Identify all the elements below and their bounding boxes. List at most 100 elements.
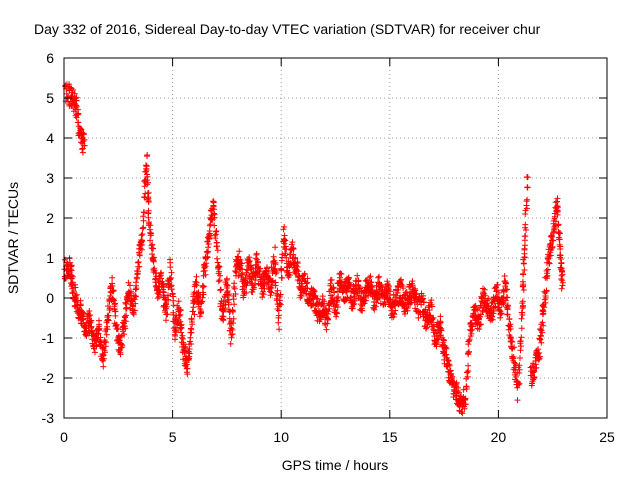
data-point [206, 236, 213, 242]
data-point [240, 294, 247, 301]
data-point [303, 288, 310, 295]
data-point [145, 189, 152, 196]
data-point [216, 268, 223, 275]
data-point [464, 369, 470, 376]
data-point [515, 381, 522, 388]
data-point [150, 254, 157, 261]
data-point [520, 287, 527, 293]
data-point [551, 224, 558, 231]
data-point [92, 349, 98, 356]
data-point [139, 231, 146, 238]
data-point [117, 334, 124, 340]
data-point [210, 198, 217, 205]
data-point [193, 273, 200, 280]
data-point [321, 298, 328, 305]
data-point [429, 303, 435, 310]
data-point [200, 268, 207, 275]
data-point [477, 311, 484, 318]
data-point [495, 289, 502, 296]
data-point [88, 317, 95, 324]
data-point [217, 286, 224, 293]
data-point [226, 291, 232, 298]
data-point [250, 284, 257, 291]
data-point [464, 350, 471, 357]
data-point [286, 272, 293, 279]
data-point [100, 363, 107, 370]
y-tick-label: 6 [46, 50, 54, 66]
data-point [462, 401, 469, 408]
data-point [481, 286, 488, 293]
data-point [177, 325, 184, 332]
data-point [214, 255, 221, 262]
data-point [524, 184, 531, 191]
data-point [531, 374, 538, 381]
data-point [228, 331, 235, 338]
data-point [437, 319, 444, 326]
data-point [334, 304, 341, 310]
data-point [119, 342, 126, 349]
data-point [420, 292, 427, 299]
data-point [203, 260, 210, 267]
data-point [455, 384, 462, 391]
data-point [463, 383, 470, 390]
data-point [347, 281, 354, 288]
data-point [149, 241, 156, 248]
data-point [468, 322, 475, 329]
data-point [180, 339, 187, 346]
data-point [281, 223, 288, 230]
data-point [517, 355, 523, 361]
data-point [73, 103, 80, 110]
data-point [229, 308, 236, 315]
data-point [531, 368, 538, 375]
data-point [140, 217, 147, 224]
data-point [102, 349, 108, 356]
data-point [557, 252, 564, 259]
y-tick-label: 3 [46, 170, 54, 186]
data-point [223, 283, 230, 289]
data-point [110, 287, 117, 294]
data-point [311, 288, 318, 295]
data-point [202, 271, 209, 278]
data-point [184, 365, 191, 372]
data-point [462, 395, 469, 402]
data-point [224, 282, 231, 289]
data-point [224, 288, 231, 294]
data-point [237, 256, 244, 263]
data-points [61, 81, 566, 417]
data-point [104, 323, 111, 330]
data-point [145, 207, 152, 214]
data-point [86, 311, 93, 318]
data-point [272, 282, 279, 289]
data-point [193, 279, 200, 286]
data-point [518, 325, 525, 332]
data-point [514, 397, 521, 404]
data-point [518, 343, 524, 350]
data-point [331, 289, 338, 296]
data-point [230, 315, 237, 322]
plot-frame [63, 57, 608, 419]
data-point [103, 331, 110, 338]
data-point [518, 334, 525, 341]
data-point [176, 312, 183, 319]
data-point [509, 338, 516, 345]
x-tick-labels: 0 5 10 15 20 25 [60, 429, 615, 445]
data-point [324, 320, 331, 327]
data-point [100, 352, 107, 358]
x-tick-label: 0 [60, 429, 68, 445]
axis-ticks [63, 57, 608, 419]
data-point [283, 254, 290, 261]
data-point [165, 296, 172, 303]
data-point [109, 274, 116, 281]
data-point [198, 299, 205, 306]
data-point [132, 293, 139, 300]
data-point [507, 326, 514, 332]
data-point [415, 314, 422, 321]
data-point [477, 321, 484, 328]
data-point [198, 309, 205, 316]
data-point [275, 319, 282, 326]
data-point [465, 341, 472, 348]
data-point [437, 327, 444, 333]
data-point [504, 286, 511, 293]
data-point [168, 286, 175, 293]
data-point [468, 330, 475, 337]
